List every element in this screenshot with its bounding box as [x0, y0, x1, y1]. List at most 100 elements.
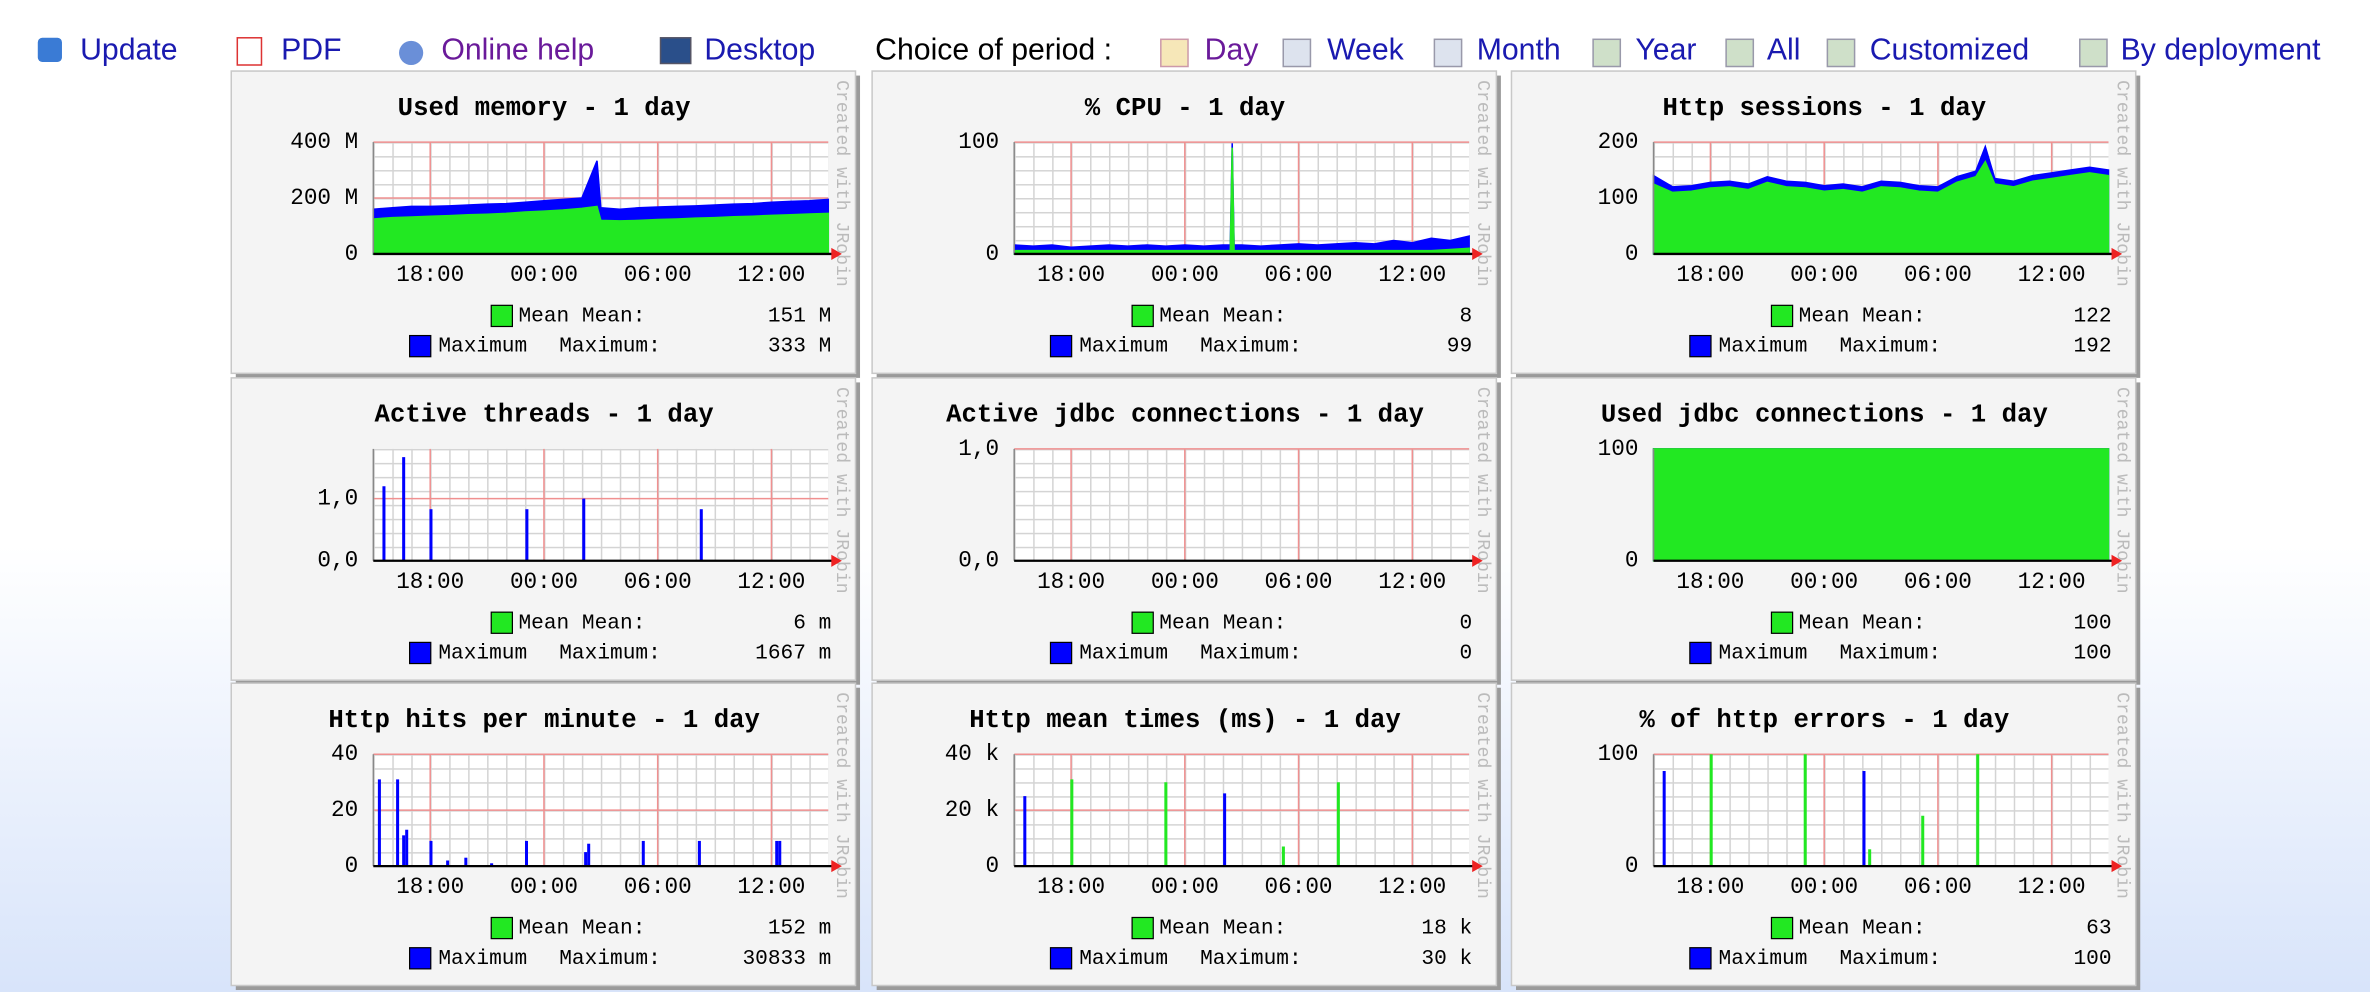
legend-stat-label: Maximum:: [559, 335, 661, 359]
chart-title: Active jdbc connections - 1 day: [946, 401, 1424, 430]
link[interactable]: Update: [80, 33, 177, 66]
axis-arrow: [1472, 247, 1483, 260]
legend-swatch: [490, 611, 513, 634]
legend-stat-value: 100: [2073, 642, 2111, 666]
chart-panel: % CPU - 1 day Created with JRobin 0 100 18:0…: [871, 70, 1501, 378]
chart-panel: Used jdbc connections - 1 day Created wit…: [1510, 377, 2141, 685]
x-tick-label: 06:00: [624, 874, 692, 900]
legend-stat-label: Maximum:: [559, 947, 661, 971]
legend-stat-label: Maximum:: [1200, 947, 1302, 971]
period-label: Choice of period :: [875, 33, 1112, 66]
area: [1013, 147, 1470, 255]
chart-title: Http hits per minute - 1 day: [328, 706, 760, 735]
x-tick-label: 12:00: [737, 262, 805, 288]
x-tick-label: 00:00: [510, 569, 578, 595]
legend-swatch: [1131, 304, 1154, 328]
y-tick-label: 1,0: [317, 486, 358, 512]
link[interactable]: Month: [1477, 33, 1561, 66]
y-tick-label: 40 k: [945, 741, 999, 767]
icon: [399, 40, 424, 66]
toolbar: Update PDF Online help Desktop Choice of…: [37, 33, 2321, 68]
legend-name: Maximum: [438, 642, 527, 666]
y-tick-label: 0: [345, 853, 359, 879]
link[interactable]: Week: [1327, 33, 1405, 66]
chart-panel: Active threads - 1 day Created with JRobi…: [230, 377, 861, 685]
legend-swatch: [409, 334, 432, 358]
icon: [236, 37, 263, 66]
legend-stat-value: 1667 m: [755, 642, 831, 666]
legend-stat-label: Mean:: [1862, 305, 1925, 329]
watermark: Created with JRobin: [1472, 387, 1492, 594]
legend-name: Maximum: [1719, 947, 1808, 971]
link[interactable]: Customized: [1870, 33, 2030, 66]
legend-swatch: [1131, 916, 1154, 940]
legend-swatch: [1131, 611, 1154, 634]
icon: [1160, 38, 1189, 68]
x-tick-label: 06:00: [1904, 569, 1972, 595]
axis-arrow: [2111, 860, 2123, 873]
legend-name: Mean: [518, 305, 569, 329]
x-tick-label: 18:00: [396, 262, 464, 288]
axis-arrow: [2111, 554, 2123, 567]
legend-stat-value: 100: [2073, 611, 2111, 635]
minor-grid: [1653, 754, 2109, 867]
x-tick-label: 00:00: [1151, 262, 1219, 288]
legend-stat-value: 151 M: [768, 305, 831, 329]
watermark: Created with JRobin: [1472, 80, 1492, 287]
y-tick-label: 0: [985, 241, 999, 267]
legend-swatch: [409, 641, 432, 665]
chart-title: Http sessions - 1 day: [1662, 94, 1986, 123]
link[interactable]: By deployment: [2121, 33, 2321, 66]
y-tick-label: 0: [1625, 853, 1639, 879]
y-tick-label: 1,0: [958, 436, 999, 462]
link[interactable]: Day: [1205, 33, 1260, 66]
legend-name: Maximum: [1719, 642, 1808, 666]
legend-stat-label: Mean:: [1223, 917, 1286, 941]
chart-panel: % of http errors - 1 day Created with JRo…: [1510, 682, 2141, 991]
axis-arrow: [831, 554, 842, 567]
y-tick-label: 20 k: [945, 797, 999, 823]
legend-stat-value: 18 k: [1421, 917, 1472, 941]
y-tick-label: 0: [1625, 548, 1639, 574]
link[interactable]: PDF: [281, 33, 341, 66]
legend-stat-label: Mean:: [582, 611, 645, 635]
link[interactable]: Desktop: [704, 33, 815, 66]
x-tick-label: 12:00: [1378, 569, 1446, 595]
chart-title: Used memory - 1 day: [398, 94, 691, 123]
legend-stat-value: 6 m: [793, 611, 831, 635]
legend-name: Maximum: [438, 947, 527, 971]
legend-stat-value: 0: [1459, 642, 1472, 666]
link[interactable]: All: [1767, 33, 1801, 66]
x-tick-label: 00:00: [510, 874, 578, 900]
link[interactable]: Year: [1635, 33, 1696, 66]
x-tick-label: 12:00: [2018, 262, 2086, 288]
icon: [2079, 38, 2108, 68]
minor-grid: [373, 448, 829, 561]
legend-stat-label: Mean:: [1223, 611, 1286, 635]
legend-swatch: [1770, 611, 1794, 634]
chart-panel: Http sessions - 1 day Created with JRobin…: [1510, 70, 2141, 378]
watermark: Created with JRobin: [1472, 692, 1492, 899]
legend-stat-label: Maximum:: [1839, 642, 1941, 666]
legend-name: Maximum: [1079, 947, 1168, 971]
y-tick-label: 40: [331, 741, 358, 767]
x-tick-label: 18:00: [396, 569, 464, 595]
watermark: Created with JRobin: [831, 692, 851, 899]
x-tick-label: 12:00: [737, 874, 805, 900]
axis-arrow: [831, 247, 842, 260]
icon: [1826, 38, 1856, 68]
icon: [1282, 38, 1312, 68]
legend-stat-value: 100: [2073, 947, 2111, 971]
chart-title: % CPU - 1 day: [1085, 94, 1285, 123]
legend-stat-value: 8: [1459, 305, 1472, 329]
chart-panel: Active jdbc connections - 1 day Created w…: [871, 377, 1501, 685]
x-tick-label: 18:00: [1037, 569, 1105, 595]
legend-stat-label: Maximum:: [1839, 335, 1941, 359]
legend-stat-label: Mean:: [582, 917, 645, 941]
area: [1013, 143, 1470, 255]
link[interactable]: Online help: [441, 33, 594, 66]
legend-stat-label: Mean:: [1223, 305, 1286, 329]
watermark: Created with JRobin: [2111, 387, 2131, 594]
x-tick-label: 06:00: [1904, 874, 1972, 900]
